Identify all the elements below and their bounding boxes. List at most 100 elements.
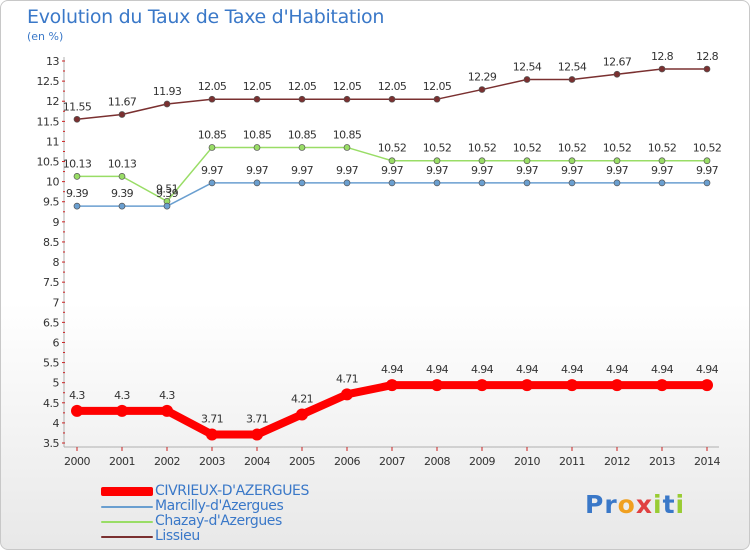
data-label: 4.3 — [114, 389, 130, 402]
data-point — [568, 179, 576, 187]
data-point — [206, 428, 218, 441]
data-label: 12.05 — [333, 80, 362, 93]
x-tick-label: 2003 — [199, 455, 225, 468]
data-point — [568, 157, 576, 165]
data-label: 4.94 — [651, 363, 674, 376]
data-point — [161, 404, 173, 417]
data-label: 12.8 — [651, 50, 674, 63]
x-tick-label: 2007 — [379, 455, 405, 468]
legend-label: Lissieu — [155, 528, 200, 544]
y-tick-label: 7 — [53, 296, 60, 309]
logo-letter: i — [653, 490, 663, 519]
data-point — [71, 404, 83, 417]
data-point — [478, 157, 486, 165]
legend-label: CIVRIEUX-D'AZERGUES — [155, 483, 309, 499]
legend: CIVRIEUX-D'AZERGUES Marcilly-d'Azergues Ch… — [101, 484, 309, 544]
data-point — [388, 157, 396, 165]
x-tick-label: 2014 — [694, 455, 720, 468]
data-point — [73, 202, 81, 210]
data-label: 9.51 — [156, 182, 178, 195]
data-point — [208, 179, 216, 187]
data-point — [296, 408, 308, 421]
data-label: 12.8 — [696, 50, 719, 63]
data-point — [568, 76, 576, 83]
data-label: 12.05 — [288, 80, 317, 93]
data-point — [611, 379, 623, 392]
chart-subtitle: (en %) — [27, 30, 64, 43]
data-label: 9.97 — [291, 164, 314, 177]
data-point — [73, 115, 81, 123]
data-point — [703, 65, 711, 73]
data-point — [343, 95, 351, 103]
data-label: 9.97 — [426, 164, 449, 177]
y-tick-label: 12.5 — [37, 75, 60, 88]
data-point — [163, 202, 171, 210]
data-label: 9.97 — [246, 164, 269, 177]
legend-swatch — [101, 487, 153, 496]
data-label: 12.05 — [378, 80, 407, 93]
data-point — [118, 202, 126, 210]
legend-item: CIVRIEUX-D'AZERGUES — [101, 484, 309, 499]
data-point — [478, 86, 486, 93]
data-point — [656, 379, 668, 392]
data-point — [523, 179, 531, 187]
logo-letter: P — [585, 490, 605, 519]
data-point — [253, 179, 261, 187]
data-point — [476, 379, 488, 392]
data-point — [521, 379, 533, 392]
data-label: 4.71 — [336, 372, 358, 385]
data-point — [701, 379, 713, 392]
x-tick-label: 2010 — [514, 455, 540, 468]
data-label: 9.97 — [561, 164, 584, 177]
x-tick-label: 2013 — [649, 455, 675, 468]
data-point — [658, 179, 666, 187]
data-label: 4.94 — [516, 363, 539, 376]
y-tick-label: 10.5 — [37, 156, 60, 169]
legend-label: Chazay-d'Azergues — [155, 513, 282, 529]
data-point — [118, 173, 126, 180]
data-point — [431, 379, 443, 392]
data-point — [343, 179, 351, 187]
data-point — [251, 428, 263, 441]
y-tick-label: 3.5 — [43, 437, 59, 450]
y-tick-label: 5.5 — [43, 357, 59, 370]
legend-swatch — [101, 535, 153, 538]
x-tick-label: 2006 — [334, 455, 360, 468]
legend-swatch — [101, 520, 153, 523]
data-point — [118, 111, 126, 118]
y-tick-label: 5 — [53, 377, 60, 390]
x-tick-label: 2009 — [469, 455, 495, 468]
data-label: 3.71 — [201, 413, 223, 426]
data-point — [298, 95, 306, 103]
logo-letter: r — [604, 490, 618, 519]
data-label: 3.71 — [246, 413, 268, 426]
data-label: 12.05 — [243, 80, 272, 93]
data-point — [703, 157, 711, 165]
data-point — [703, 179, 711, 187]
data-label: 10.85 — [333, 128, 362, 141]
data-point — [523, 157, 531, 165]
logo-letter: x — [635, 490, 653, 519]
data-label: 4.94 — [471, 363, 494, 376]
chart-title: Evolution du Taux de Taxe d'Habitation — [27, 6, 385, 28]
legend-item: Lissieu — [101, 529, 309, 544]
y-tick-label: 8 — [53, 256, 60, 269]
data-label: 4.3 — [159, 389, 175, 402]
x-tick-label: 2001 — [109, 455, 135, 468]
data-point — [433, 179, 441, 187]
data-point — [73, 173, 81, 180]
data-label: 9.97 — [201, 164, 224, 177]
y-tick-label: 6 — [53, 336, 60, 349]
y-tick-label: 10 — [46, 176, 59, 189]
data-label: 12.54 — [558, 60, 587, 73]
data-label: 11.55 — [63, 100, 92, 113]
data-label: 10.85 — [288, 128, 317, 141]
y-tick-label: 13 — [46, 55, 59, 68]
data-point — [613, 157, 621, 165]
logo-letter: i — [675, 490, 686, 519]
y-tick-label: 6.5 — [43, 316, 59, 329]
x-tick-label: 2002 — [154, 455, 180, 468]
data-label: 9.97 — [381, 164, 404, 177]
